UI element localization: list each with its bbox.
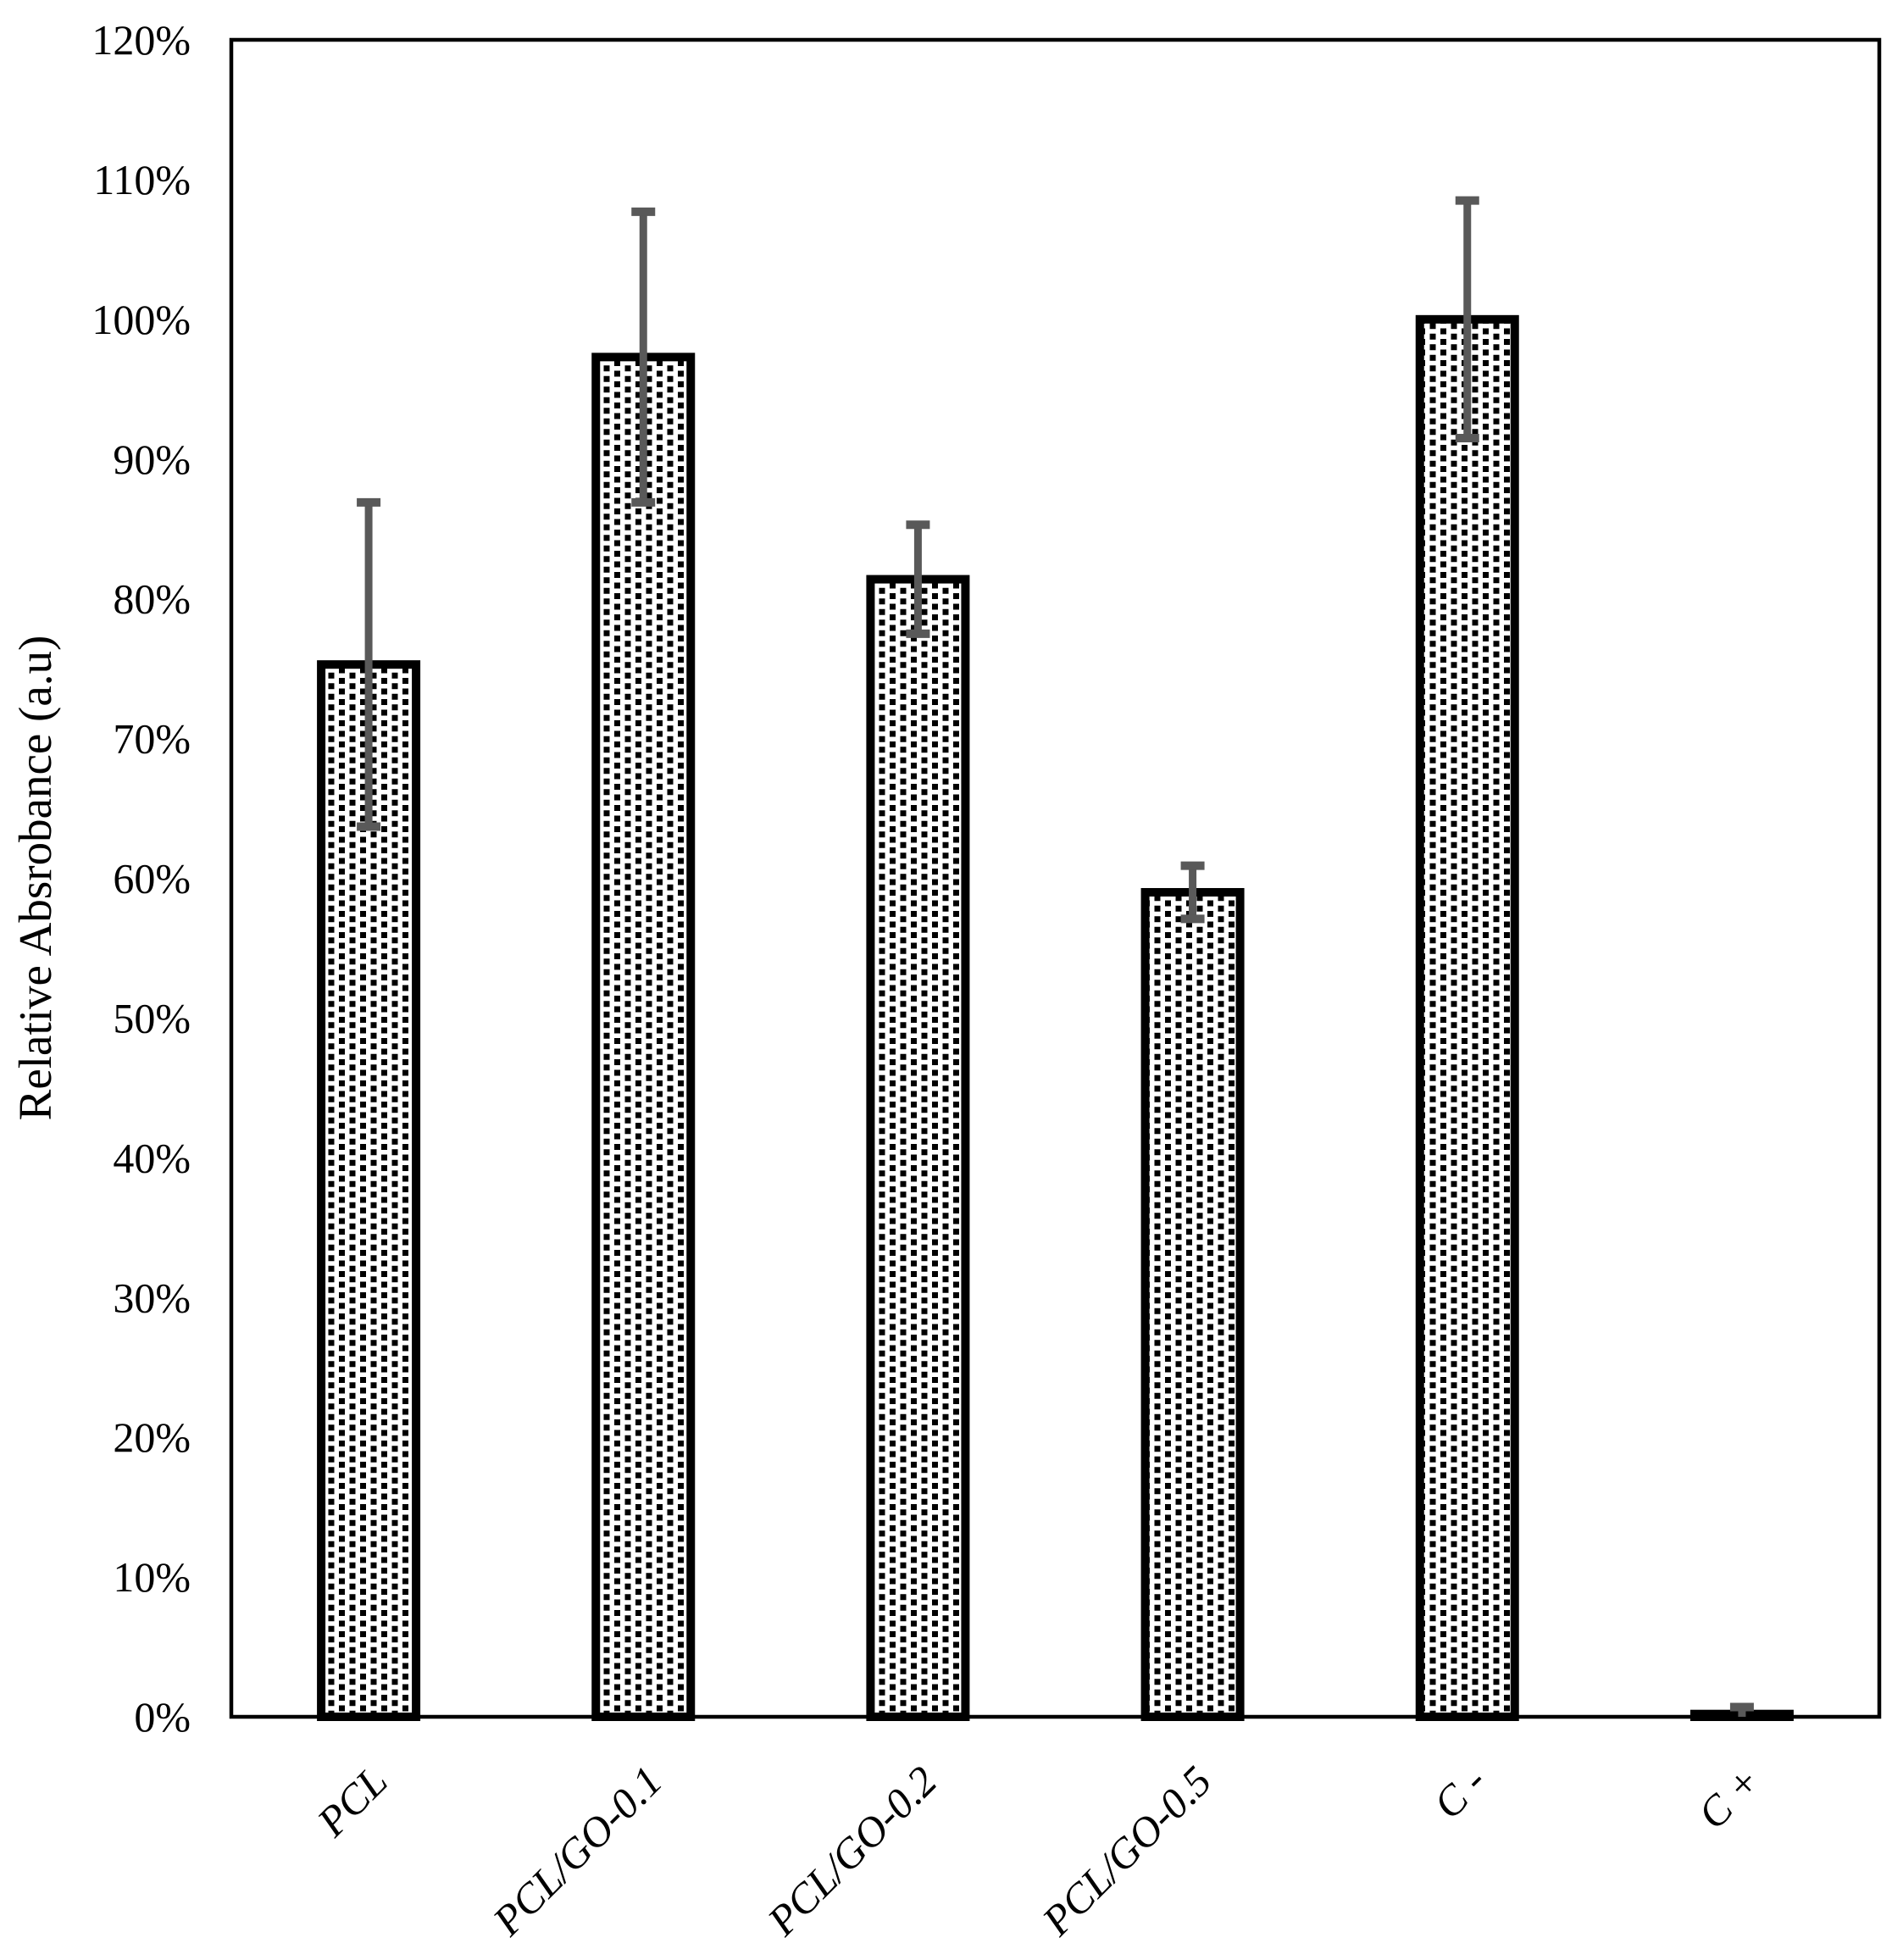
x-label-c: C - — [1424, 1757, 1495, 1828]
bar-pcl — [317, 660, 421, 1721]
x-label-pcl-go-0-1: PCL/GO-0.1 — [483, 1757, 671, 1945]
y-tick-label-110: 110% — [93, 156, 191, 203]
y-tick-label-30: 30% — [113, 1274, 191, 1321]
y-tick-label-40: 40% — [113, 1134, 191, 1181]
bar-pcl-go-0-5 — [1140, 887, 1245, 1722]
y-tick-label-70: 70% — [113, 715, 191, 763]
error-bar-pcl-go-0-5 — [1180, 861, 1205, 924]
y-tick-label-50: 50% — [113, 994, 191, 1041]
y-axis-tick-labels: 0% 10% 20% 30% 40% 50% 60% 70% 80% 90% 100% 110% 120… — [92, 16, 191, 1741]
x-label-pcl-go-0-2: PCL/GO-0.2 — [757, 1757, 946, 1945]
bar-pcl-go-0-1 — [591, 353, 696, 1721]
y-axis-title: Relative Absrobance (a.u) — [9, 636, 61, 1121]
error-bar-pcl-go-0-1 — [631, 207, 656, 507]
y-tick-label-0: 0% — [134, 1693, 191, 1741]
plot-frame — [229, 37, 1882, 1719]
y-tick-label-10: 10% — [113, 1553, 191, 1601]
bars-group — [317, 314, 1794, 1722]
y-tick-label-20: 20% — [113, 1413, 191, 1461]
y-tick-label-80: 80% — [113, 575, 191, 623]
error-bar-pcl-go-0-2 — [906, 520, 930, 638]
bar-c — [1415, 314, 1519, 1721]
x-label-pcl-go-0-5: PCL/GO-0.5 — [1032, 1757, 1220, 1945]
x-label-pcl: PCL — [308, 1757, 397, 1846]
y-tick-label-60: 60% — [113, 855, 191, 902]
x-label-c: C + — [1689, 1757, 1770, 1838]
error-bars-group — [357, 196, 1754, 1717]
bar-pcl-go-0-2 — [866, 575, 970, 1721]
x-axis-labels: PCL PCL/GO-0.1 PCL/GO-0.2 PCL/GO-0.5 C - C + — [308, 1757, 1770, 1945]
error-bar-pcl — [357, 497, 381, 831]
error-bar-c — [1455, 196, 1479, 443]
y-tick-label-90: 90% — [113, 436, 191, 483]
y-tick-label-120: 120% — [92, 16, 191, 64]
error-bar-c — [1729, 1702, 1754, 1717]
y-tick-label-100: 100% — [92, 296, 191, 343]
